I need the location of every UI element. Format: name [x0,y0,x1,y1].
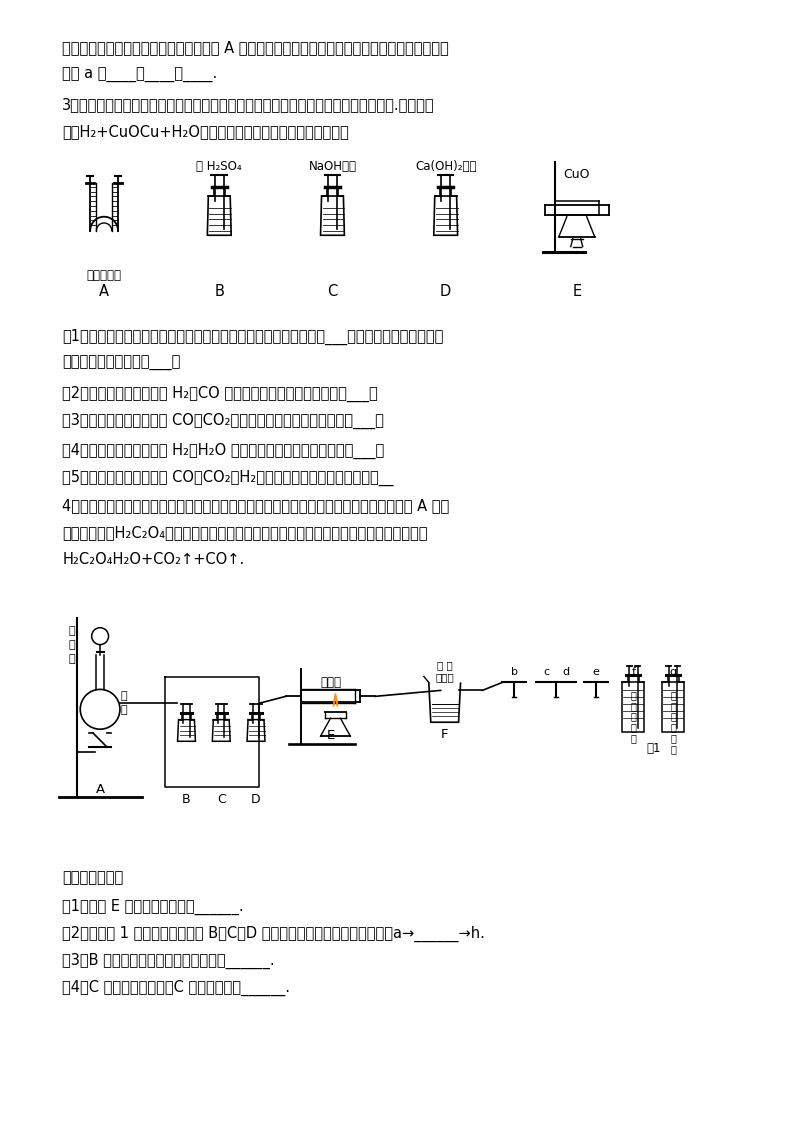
Text: c: c [543,667,549,677]
Text: A: A [95,783,105,796]
Text: 澄 清: 澄 清 [437,661,453,670]
Text: 酸: 酸 [69,653,76,663]
Text: （1）写出 E 装置中的实验现象______.: （1）写出 E 装置中的实验现象______. [62,899,244,915]
Text: d: d [562,667,570,677]
Text: 示：H₂+CuOCu+H₂O，无水硫酸铜遇到水由白色变为蓝色）: 示：H₂+CuOCu+H₂O，无水硫酸铜遇到水由白色变为蓝色） [62,125,349,139]
Text: （1）将含有水蒸气的氢气干燥后还原氧化铜，则该气体要通过装置___（填序号，下同），还原: （1）将含有水蒸气的氢气干燥后还原氧化铜，则该气体要通过装置___（填序号，下同… [62,329,444,345]
Text: D: D [440,284,451,299]
Text: （5）若要验证混合气体由 CO、CO₂、H₂组成，则需要连接的仪器顺序为__: （5）若要验证混合气体由 CO、CO₂、H₂组成，则需要连接的仪器顺序为__ [62,470,394,486]
Text: g: g [670,667,677,677]
Text: 图1: 图1 [646,743,661,755]
Text: E: E [572,284,582,299]
Text: 无水硫酸铜: 无水硫酸铜 [86,269,122,283]
Text: 为了证明我的猜想，我选择上述装置中的 A 和两个检验装置连接后进行验证，装置各接口的连接顺: 为了证明我的猜想，我选择上述装置中的 A 和两个检验装置连接后进行验证，装置各接… [62,41,449,55]
Text: B: B [214,284,224,299]
Text: 浓: 浓 [69,626,76,636]
Text: 硫: 硫 [69,640,76,650]
Text: NaOH溶液: NaOH溶液 [309,160,357,173]
Polygon shape [334,694,338,706]
Text: （3）若要验证混合气体由 CO、CO₂组成，则需要连接的仪器顺序为___；: （3）若要验证混合气体由 CO、CO₂组成，则需要连接的仪器顺序为___； [62,413,384,429]
Text: D: D [251,792,261,806]
Text: 石灰水: 石灰水 [435,672,454,683]
Text: 氧化铁: 氧化铁 [320,677,341,689]
Text: f: f [631,667,635,677]
Text: C: C [327,284,338,299]
Text: （4）C 装置无明显现象，C 装置的作用是______.: （4）C 装置无明显现象，C 装置的作用是______. [62,980,290,996]
Text: 回答下列问题：: 回答下列问题： [62,871,124,885]
Text: b: b [510,667,518,677]
Text: （4）若要验证混合气体由 H₂、H₂O 组成，则需要连接的仪器顺序为___；: （4）若要验证混合气体由 H₂、H₂O 组成，则需要连接的仪器顺序为___； [62,443,385,458]
Text: Ca(OH)₂溶液: Ca(OH)₂溶液 [415,160,477,173]
Text: H₂C₂O₄H₂O+CO₂↑+CO↑.: H₂C₂O₄H₂O+CO₂↑+CO↑. [62,552,245,567]
Text: 氢
氧
化
钠
溶
液: 氢 氧 化 钠 溶 液 [670,689,676,754]
Text: C: C [217,792,226,806]
Text: 氯
化
钙
溶
液: 氯 化 钙 溶 液 [630,689,636,743]
Text: 酸: 酸 [121,705,127,715]
Text: 草: 草 [121,692,127,702]
Text: 浓 H₂SO₄: 浓 H₂SO₄ [197,160,242,173]
Text: （2）请将图 1 装置正确的接入到 B、C、D 位置中，装置导管的接口顺序是：a→______→h.: （2）请将图 1 装置正确的接入到 B、C、D 位置中，装置导管的接口顺序是：a… [62,926,486,943]
Text: （2）若要验证混合气体由 H₂、CO 组成，则需要连接的仪器顺序为___；: （2）若要验证混合气体由 H₂、CO 组成，则需要连接的仪器顺序为___； [62,386,378,402]
Text: 3、图为实验室的实验装置（用途不一），根据下列要求回答问题，装置可以重复使用.（友情提: 3、图为实验室的实验装置（用途不一），根据下列要求回答问题，装置可以重复使用.（… [62,97,435,112]
Text: （3）B 装置中发生反应的化学方程式为______.: （3）B 装置中发生反应的化学方程式为______. [62,953,275,969]
Text: E: E [326,729,334,743]
Text: F: F [441,728,449,741]
Text: 验室用草酸（H₂C₂O₄）和浓硫酸加热制取一氧化碳的气体发生装置，反应的化学方程式为: 验室用草酸（H₂C₂O₄）和浓硫酸加热制取一氧化碳的气体发生装置，反应的化学方程… [62,525,428,540]
Text: B: B [182,792,191,806]
Text: e: e [592,667,599,677]
Text: 氧化铜时看到的现象为___；: 氧化铜时看到的现象为___； [62,357,181,371]
Text: A: A [99,284,109,299]
Text: CuO: CuO [563,168,590,181]
Text: 4、实验室用干燥、纯净的一氧化碳还原氧化铁并检验其产物．实验装置如下图所示．其中 A 是实: 4、实验室用干燥、纯净的一氧化碳还原氧化铁并检验其产物．实验装置如下图所示．其中… [62,498,450,513]
Text: 序是 a 接____接____接____.: 序是 a 接____接____接____. [62,68,218,83]
